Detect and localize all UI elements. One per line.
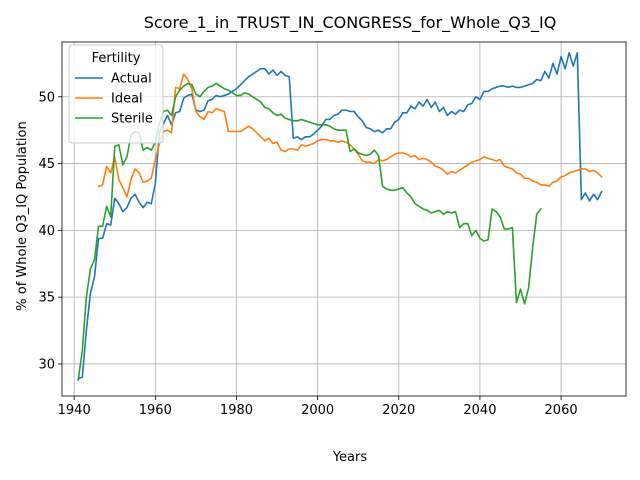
y-tick-label: 30 (38, 357, 55, 372)
y-axis-ticks: 30 35 40 45 50 (38, 90, 62, 372)
y-tick-label: 35 (38, 291, 55, 306)
x-tick-label: 1980 (220, 403, 253, 418)
legend-entry-actual: Actual (111, 72, 152, 87)
y-tick-label: 45 (38, 157, 55, 172)
x-tick-label: 2040 (463, 403, 496, 418)
chart-title: Score_1_in_TRUST_IN_CONGRESS_for_Whole_Q… (144, 13, 557, 33)
x-tick-label: 1940 (58, 403, 91, 418)
x-tick-label: 2000 (301, 403, 334, 418)
series-line-actual (77, 51, 603, 380)
x-tick-label: 2020 (382, 403, 415, 418)
legend-entry-ideal: Ideal (111, 92, 143, 107)
grid (62, 42, 626, 396)
axes-frame (61, 41, 627, 397)
legend: Fertility Actual Ideal Sterile (68, 44, 164, 144)
y-tick-label: 40 (38, 224, 55, 239)
legend-entry-sterile: Sterile (111, 112, 153, 127)
x-tick-label: 2060 (545, 403, 578, 418)
legend-title: Fertility (92, 51, 141, 66)
series-line-ideal (97, 73, 603, 198)
y-tick-label: 50 (38, 90, 55, 105)
axes-border (61, 41, 627, 397)
x-tick-label: 1960 (139, 403, 172, 418)
x-axis-ticks: 1940 1960 1980 2000 2020 2040 2060 (58, 396, 578, 418)
y-axis-label: % of Whole Q3_IQ Population (15, 121, 30, 310)
x-axis-label: Years (332, 450, 368, 465)
